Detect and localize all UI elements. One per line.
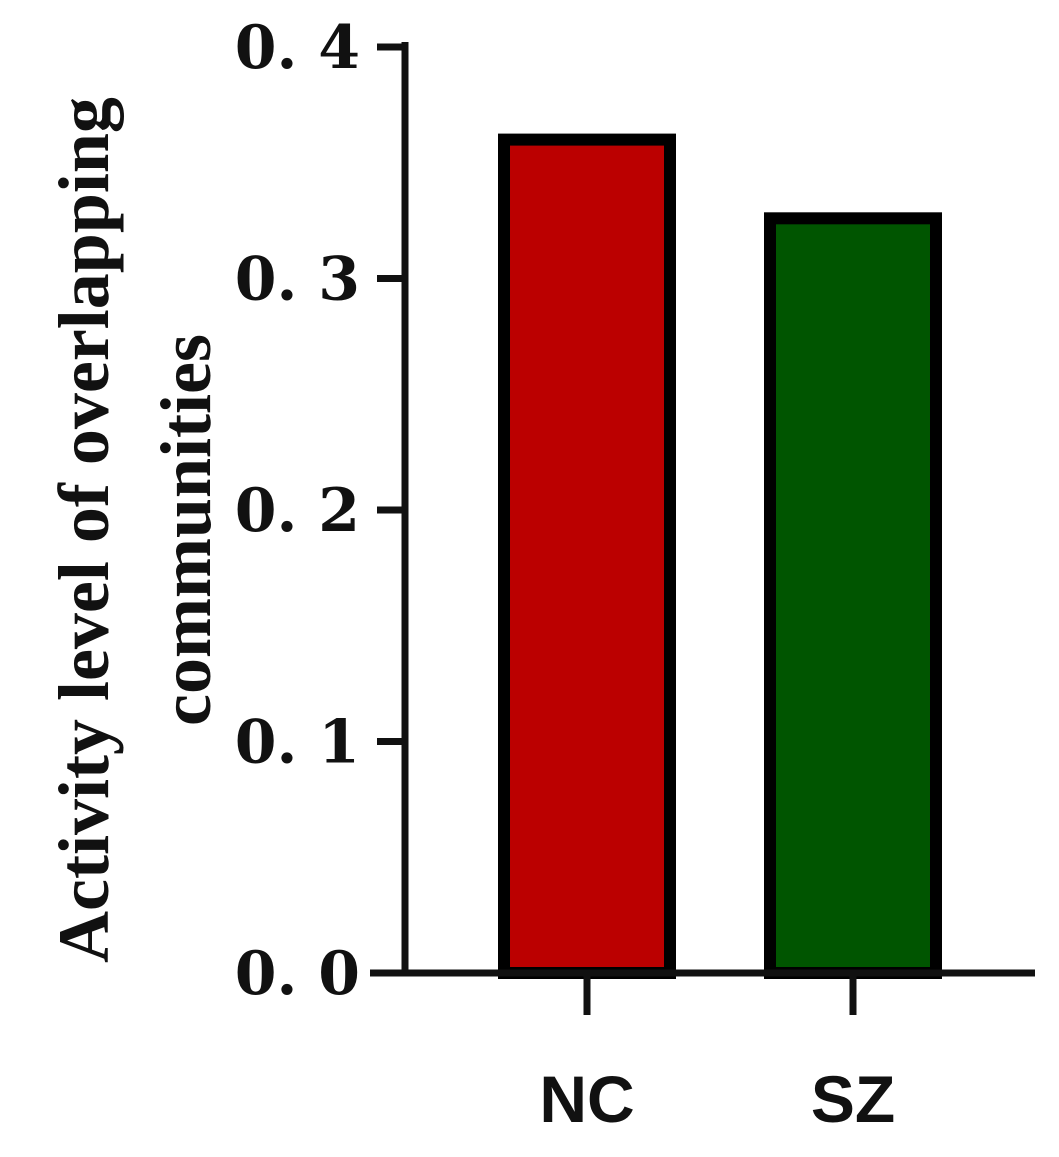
x-tick-label-sz: SZ [811, 1062, 895, 1136]
y-axis-label-line-1: Activity level of overlapping [44, 97, 124, 963]
y-axis-label-line-2: communities [146, 334, 226, 726]
x-axis-ticks: NC SZ [539, 973, 895, 1136]
y-axis-ticks: 0. 0 0. 1 0. 2 0. 3 0. 4 [235, 13, 405, 1009]
y-tick-label: 0. 2 [235, 476, 360, 546]
bar-sz [764, 212, 942, 979]
y-tick-label: 0. 0 [235, 939, 360, 1009]
y-axis-label: Activity level of overlapping communitie… [44, 97, 226, 963]
y-tick-label: 0. 1 [235, 708, 360, 778]
bars [498, 133, 942, 980]
bar-nc [498, 133, 676, 980]
y-tick-label: 0. 4 [235, 13, 360, 83]
x-tick-label-nc: NC [539, 1062, 634, 1136]
y-tick-label: 0. 3 [235, 245, 360, 315]
